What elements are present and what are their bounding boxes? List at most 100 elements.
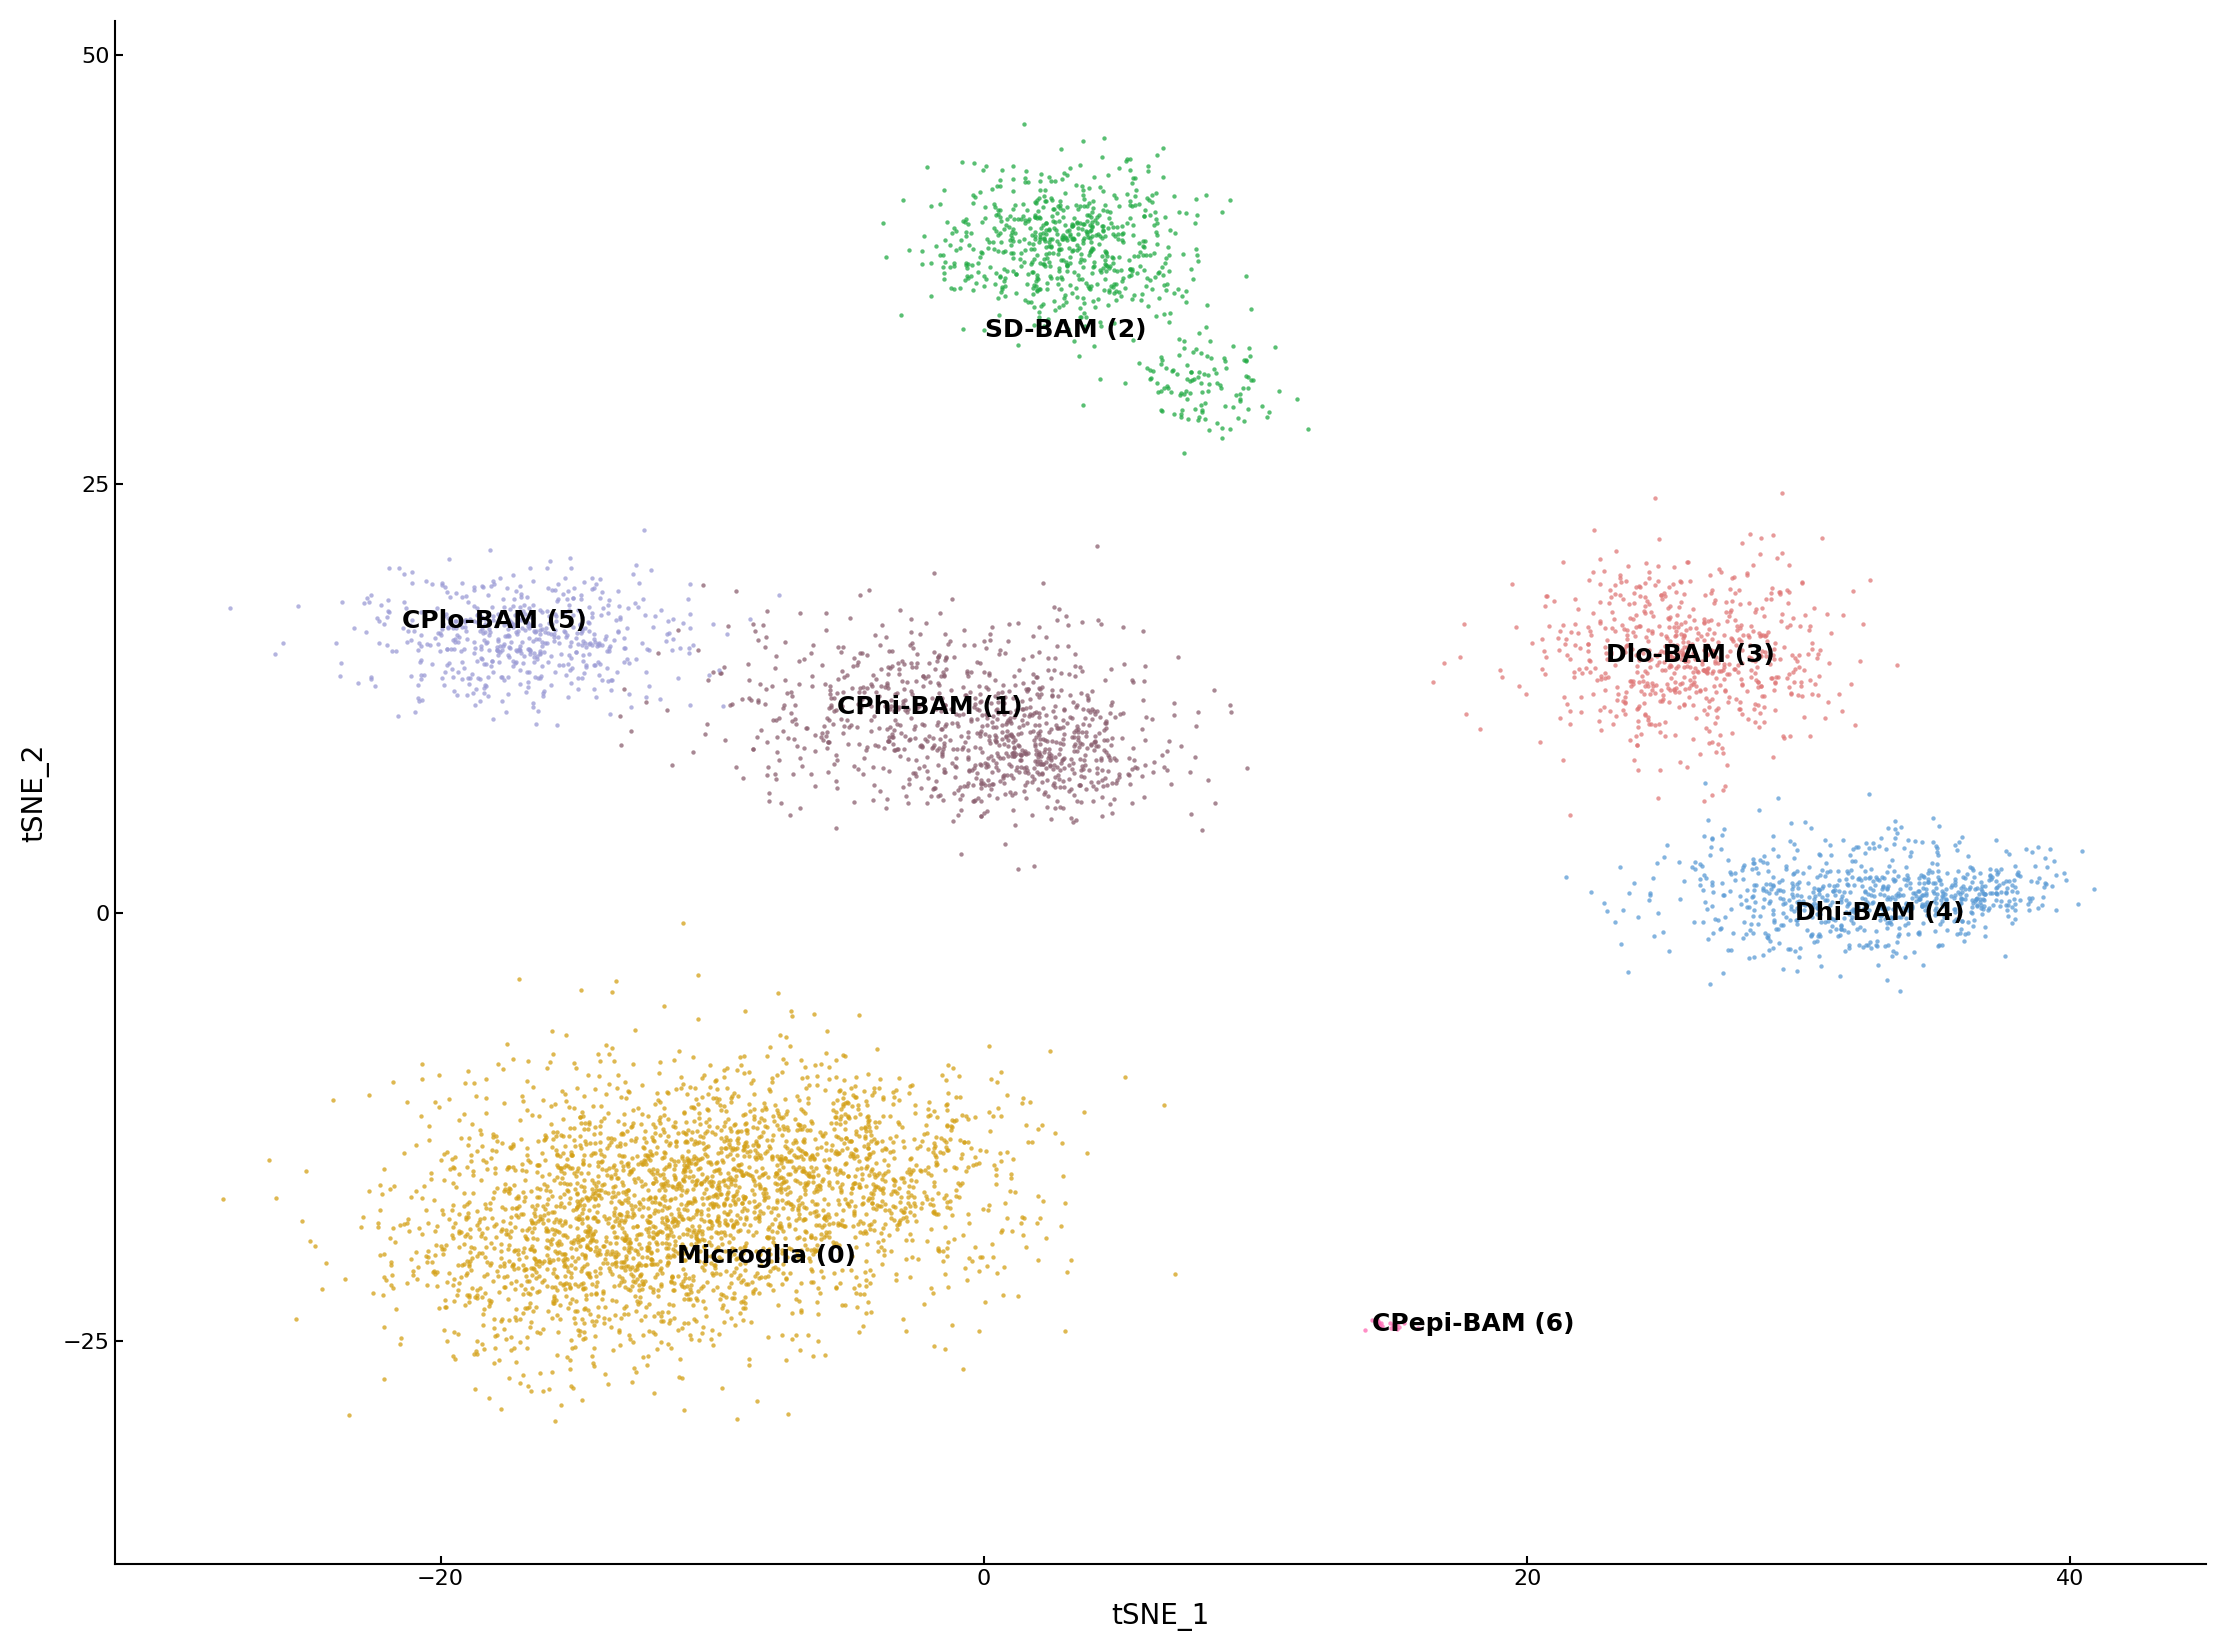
Point [1904,952,1940,978]
Point [1737,691,1773,717]
Point [488,1176,523,1203]
Point [588,1361,624,1388]
Point [1214,692,1249,719]
Point [1031,164,1067,190]
Point [577,572,612,598]
Point [1583,717,1619,743]
Point [1960,876,1995,902]
Point [592,1070,628,1097]
Point [1688,659,1724,686]
Point [880,695,915,722]
Point [1060,197,1096,223]
Point [1076,729,1111,755]
Point [784,1047,820,1074]
Point [964,738,1000,765]
Point [748,1127,784,1153]
Point [508,1244,543,1270]
Point [679,1145,715,1171]
Point [483,1305,519,1332]
Point [1713,598,1748,624]
Point [1145,263,1180,289]
Point [768,1346,804,1373]
Point [933,220,969,246]
Point [1880,894,1915,920]
Point [1031,218,1067,244]
Point [612,681,648,707]
Point [1655,643,1690,669]
Point [768,1265,804,1292]
Point [871,654,906,681]
Point [929,1133,964,1160]
Point [1599,687,1635,714]
Point [1004,202,1040,228]
Point [1955,856,1991,882]
Point [1668,653,1704,679]
Point [1904,876,1940,902]
Point [1922,867,1958,894]
Point [508,1275,543,1302]
Point [1762,884,1797,910]
Point [626,1270,661,1297]
Point [1087,258,1122,284]
Point [2015,884,2051,910]
Point [924,241,960,268]
Point [1904,890,1940,917]
Point [875,1079,911,1105]
Point [795,1236,831,1262]
Point [448,618,483,644]
Point [788,1160,824,1186]
Point [626,1135,661,1161]
Point [1140,259,1176,286]
Point [768,1135,804,1161]
Point [621,1272,657,1298]
Point [497,1275,532,1302]
Point [1949,882,1984,909]
Point [871,758,906,785]
Point [989,742,1024,768]
Point [1027,750,1062,776]
Point [537,608,572,634]
Point [1619,732,1655,758]
Point [993,226,1029,253]
Point [802,1051,837,1077]
Point [1036,752,1071,778]
Point [978,753,1013,780]
Point [1775,641,1811,667]
Point [695,1189,730,1216]
Point [831,1189,866,1216]
Point [1641,552,1677,578]
Point [1031,745,1067,771]
Point [978,1156,1013,1183]
Point [477,1213,512,1239]
Point [644,1256,679,1282]
Point [1058,692,1093,719]
Point [499,649,534,676]
Point [568,1251,604,1277]
Point [1759,545,1795,572]
Point [1029,748,1065,775]
Point [942,1171,978,1198]
Point [1955,864,1991,890]
Point [430,1269,465,1295]
Point [595,1251,630,1277]
Point [548,1275,583,1302]
Point [563,1110,599,1137]
Point [730,1059,766,1085]
Point [684,1170,719,1196]
Point [1180,248,1216,274]
Point [815,1211,851,1237]
Point [893,677,929,704]
Point [713,1242,748,1269]
Point [512,1313,548,1340]
Point [1617,590,1652,616]
Point [548,1209,583,1236]
Point [655,626,690,653]
Point [370,586,405,613]
Point [463,605,499,631]
Point [1543,618,1579,644]
Point [891,1080,926,1107]
Point [1924,909,1960,935]
Point [962,672,998,699]
Point [964,208,1000,235]
Point [541,1155,577,1181]
